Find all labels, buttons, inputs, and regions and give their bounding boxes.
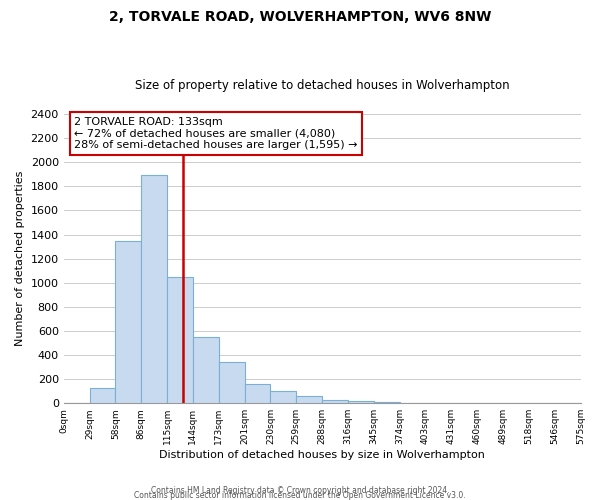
Bar xyxy=(348,401,374,403)
Text: Contains public sector information licensed under the Open Government Licence v3: Contains public sector information licen… xyxy=(134,491,466,500)
Bar xyxy=(89,388,115,403)
Title: Size of property relative to detached houses in Wolverhampton: Size of property relative to detached ho… xyxy=(135,79,509,92)
Text: 2, TORVALE ROAD, WOLVERHAMPTON, WV6 8NW: 2, TORVALE ROAD, WOLVERHAMPTON, WV6 8NW xyxy=(109,10,491,24)
Bar xyxy=(296,396,322,403)
Bar xyxy=(400,402,425,403)
Y-axis label: Number of detached properties: Number of detached properties xyxy=(15,171,25,346)
Bar xyxy=(167,276,193,403)
Bar xyxy=(322,400,348,403)
Bar xyxy=(374,402,400,403)
Bar xyxy=(141,176,167,403)
Text: 2 TORVALE ROAD: 133sqm
← 72% of detached houses are smaller (4,080)
28% of semi-: 2 TORVALE ROAD: 133sqm ← 72% of detached… xyxy=(74,117,358,150)
Bar xyxy=(193,337,219,403)
Text: Contains HM Land Registry data © Crown copyright and database right 2024.: Contains HM Land Registry data © Crown c… xyxy=(151,486,449,495)
Bar xyxy=(115,240,141,403)
Bar xyxy=(219,362,245,403)
X-axis label: Distribution of detached houses by size in Wolverhampton: Distribution of detached houses by size … xyxy=(159,450,485,460)
Bar xyxy=(271,390,296,403)
Bar xyxy=(245,384,271,403)
